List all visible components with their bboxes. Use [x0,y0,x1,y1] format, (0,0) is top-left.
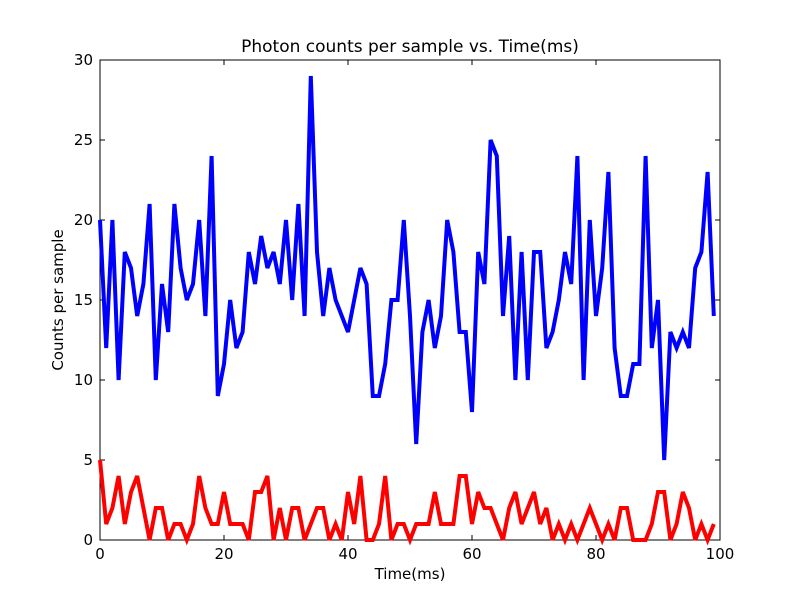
x-tick-label: 0 [95,545,105,563]
x-tick-label: 100 [706,545,735,563]
x-tick-label: 60 [462,545,481,563]
y-tick-label: 10 [74,371,93,389]
y-tick-label: 20 [74,211,93,229]
y-tick-label: 30 [74,51,93,69]
x-tick-label: 40 [338,545,357,563]
y-axis-label: Counts per sample [49,229,67,370]
x-tick-label: 80 [586,545,605,563]
chart-title: Photon counts per sample vs. Time(ms) [241,37,579,57]
x-tick-label: 20 [214,545,233,563]
axis-ticks: 0 20 40 60 80 100 0 5 10 15 20 25 30 [74,51,734,563]
y-tick-label: 5 [83,451,93,469]
y-tick-label: 0 [83,531,93,549]
series-layer [98,75,716,546]
series-line-2 [98,459,716,546]
x-axis-label: Time(ms) [374,565,446,583]
y-tick-label: 15 [74,291,93,309]
series-line-1 [98,75,716,461]
y-tick-label: 25 [74,131,93,149]
